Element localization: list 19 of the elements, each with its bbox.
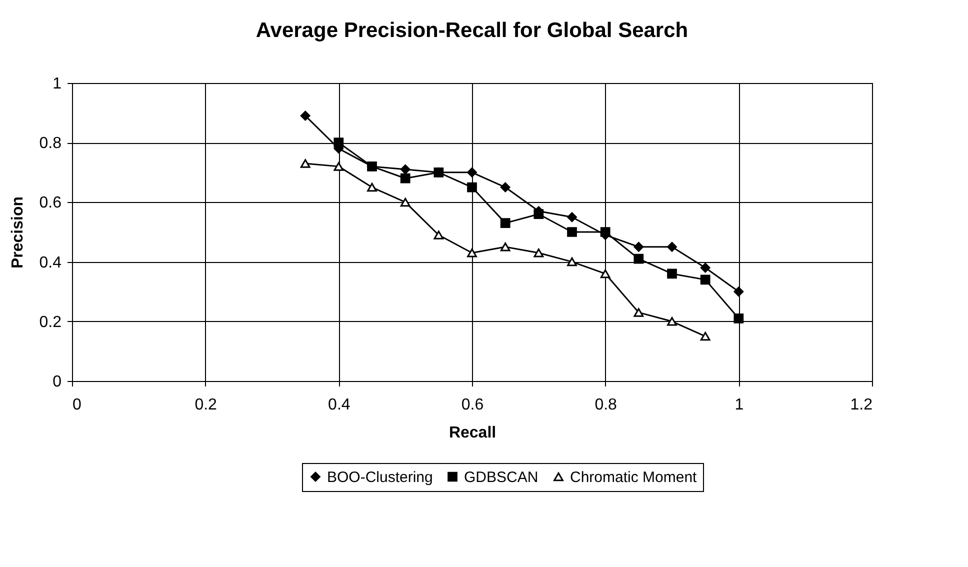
x-tick-label: 0.6 xyxy=(461,396,484,414)
y-axis-title: Precision xyxy=(9,196,26,269)
y-tick-label: 0.2 xyxy=(39,314,62,331)
legend-label: BOO-Clustering xyxy=(327,468,433,486)
x-tick-label: 1 xyxy=(734,396,744,414)
x-tick-label: 0.4 xyxy=(328,396,350,414)
legend-label: Chromatic Moment xyxy=(570,468,698,486)
legend-label: GDBSCAN xyxy=(464,468,538,486)
y-tick-label: 1 xyxy=(52,76,62,92)
x-tick-label: 0.8 xyxy=(594,396,618,414)
y-tick-label: 0.6 xyxy=(39,194,62,212)
y-tick-label: 0 xyxy=(52,374,62,390)
x-tick-label: 0.2 xyxy=(194,396,218,414)
x-tick-label: 1.2 xyxy=(850,396,873,414)
x-tick-label: 0 xyxy=(72,396,82,414)
y-tick-label: 0.4 xyxy=(39,254,62,272)
y-tick-label: 0.8 xyxy=(39,135,62,152)
chart-title: Average Precision-Recall for Global Search xyxy=(256,19,688,42)
x-axis-title: Recall xyxy=(448,424,496,442)
